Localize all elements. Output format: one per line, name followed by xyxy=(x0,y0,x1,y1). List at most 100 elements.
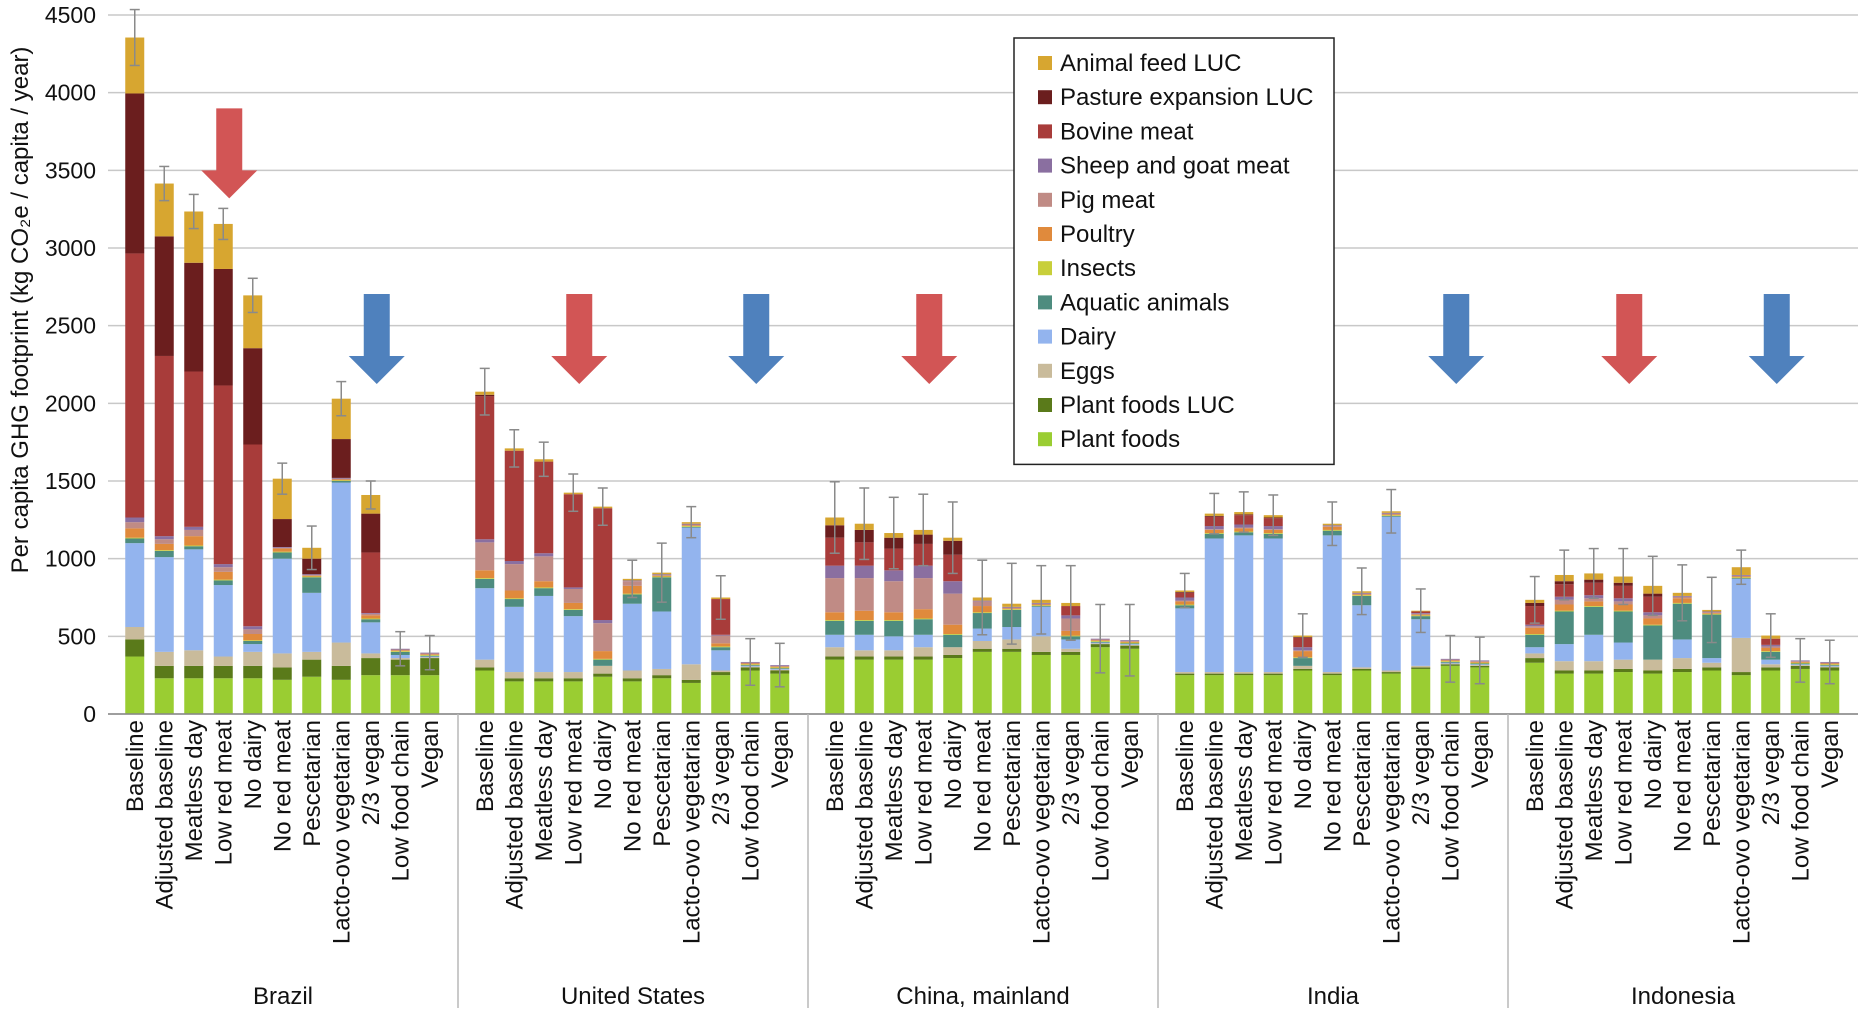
group-label: India xyxy=(1307,983,1360,1010)
bar-segment-plant-foods-luc xyxy=(272,667,292,680)
x-tick-label: No dairy xyxy=(1640,720,1667,809)
x-tick-label: Low food chain xyxy=(1087,720,1114,881)
bar-segment-dairy xyxy=(681,527,701,665)
bar-segment-eggs xyxy=(622,670,642,679)
bar-segment-aquatic-animals xyxy=(1613,611,1633,643)
x-tick-label: Meatless day xyxy=(181,720,208,861)
legend-box xyxy=(1013,37,1335,466)
bar-segment-plant-foods xyxy=(884,659,904,714)
bar-segment-pasture-expansion-luc xyxy=(331,439,351,478)
bar-segment-plant-foods xyxy=(1120,648,1140,714)
bar-segment-plant-foods-luc xyxy=(154,665,174,679)
bar-segment-pig-meat xyxy=(825,578,845,613)
bar-segment-sheep-and-goat-meat xyxy=(563,587,583,589)
bar-segment-plant-foods-luc xyxy=(1352,668,1372,671)
x-tick-label: Meatless day xyxy=(1231,720,1258,861)
bar-segment-bovine-meat xyxy=(534,461,554,554)
bar-segment-aquatic-animals xyxy=(1293,658,1313,666)
bar-segment-sheep-and-goat-meat xyxy=(1525,624,1545,627)
bar-segment-plant-foods-luc xyxy=(1731,672,1751,676)
bar-segment-dairy xyxy=(154,557,174,652)
arrows-layer xyxy=(201,108,1805,384)
bar-segment-eggs xyxy=(475,659,495,668)
bar-segment-insects xyxy=(331,480,351,481)
bar-segment-aquatic-animals xyxy=(331,481,351,483)
x-tick-label: Baseline xyxy=(822,720,849,812)
bar-segment-aquatic-animals xyxy=(563,609,583,617)
legend-label: Bovine meat xyxy=(1060,118,1194,145)
bar-segment-poultry xyxy=(1525,627,1545,635)
bar-segment-plant-foods-luc xyxy=(1381,672,1401,674)
bar-segment-poultry xyxy=(243,634,263,641)
bar-segment-pig-meat xyxy=(943,593,963,625)
x-tick-label: Pescetarian xyxy=(999,720,1026,847)
bar-segment-bovine-meat xyxy=(593,508,613,621)
bar-segment-plant-foods-luc xyxy=(1554,670,1574,674)
bar-segment-dairy xyxy=(272,558,292,654)
bar-segment-plant-foods-luc xyxy=(972,648,992,652)
y-tick-label: 2500 xyxy=(45,313,96,339)
bar-segment-plant-foods-luc xyxy=(681,679,701,683)
x-tick-label: Vegan xyxy=(1117,720,1144,788)
bar-segment-plant-foods xyxy=(1731,675,1751,714)
legend-label: Poultry xyxy=(1060,221,1135,248)
bar-segment-aquatic-animals xyxy=(534,588,554,596)
x-tick-label: No red meat xyxy=(1669,720,1696,852)
bar-segment-dairy xyxy=(622,603,642,671)
bar-segment-dairy xyxy=(1613,642,1633,660)
legend-label: Dairy xyxy=(1060,324,1116,351)
bar-segment-plant-foods xyxy=(1352,670,1372,714)
bar-segment-poultry xyxy=(184,536,204,546)
bar-segment-plant-foods-luc xyxy=(884,656,904,660)
bar-segment-insects xyxy=(563,609,583,610)
bar-segment-eggs xyxy=(154,651,174,666)
bar-segment-pig-meat xyxy=(154,539,174,544)
bar-segment-aquatic-animals xyxy=(1672,603,1692,640)
bar-segment-aquatic-animals xyxy=(1584,606,1604,635)
bar-segment-bovine-meat xyxy=(154,355,174,537)
bar-segment-dairy xyxy=(1061,639,1081,649)
bar-segment-animal-feed-luc xyxy=(331,398,351,440)
bar-segment-eggs xyxy=(213,656,233,666)
bar-segment-eggs xyxy=(1234,672,1254,674)
bar-segment-dairy xyxy=(1672,639,1692,659)
bar-segment-eggs xyxy=(1411,665,1431,668)
bar-segment-poultry xyxy=(331,479,351,481)
legend-label: Eggs xyxy=(1060,358,1115,385)
bar-segment-bovine-meat xyxy=(361,552,381,614)
bar-segment-eggs xyxy=(1263,672,1283,674)
bar-segment-eggs xyxy=(681,664,701,680)
bar-segment-pasture-expansion-luc xyxy=(184,262,204,372)
legend-swatch xyxy=(1038,227,1052,241)
bar-segment-pig-meat xyxy=(302,574,322,576)
bar-segment-aquatic-animals xyxy=(184,546,204,550)
bar-segment-plant-foods xyxy=(652,678,672,714)
bar-segment-plant-foods-luc xyxy=(593,673,613,677)
bar-segment-plant-foods-luc xyxy=(331,665,351,680)
bar-segment-aquatic-animals xyxy=(504,599,524,607)
legend-swatch xyxy=(1038,329,1052,344)
bar-segment-aquatic-animals xyxy=(825,620,845,635)
bar-segment-plant-foods xyxy=(1234,675,1254,714)
bar-segment-plant-foods xyxy=(563,681,583,714)
bar-segment-plant-foods xyxy=(1204,675,1224,714)
bar-segment-bovine-meat xyxy=(243,444,263,627)
legend-swatch xyxy=(1038,124,1052,139)
bar-segment-plant-foods-luc xyxy=(1263,673,1283,676)
x-tick-label: Low red meat xyxy=(210,720,237,866)
bar-segment-dairy xyxy=(1554,644,1574,662)
bar-segment-sheep-and-goat-meat xyxy=(302,574,322,575)
bar-segment-pig-meat xyxy=(1554,599,1574,605)
bar-segment-plant-foods xyxy=(1061,654,1081,714)
bar-segment-plant-foods xyxy=(913,659,933,714)
bar-segment-eggs xyxy=(1525,653,1545,659)
x-tick-label: Meatless day xyxy=(531,720,558,861)
bar-segment-insects xyxy=(154,550,174,551)
bar-segment-poultry xyxy=(361,615,381,619)
bar-segment-poultry xyxy=(125,528,145,538)
bar-segment-aquatic-animals xyxy=(913,619,933,635)
bar-segment-insects xyxy=(913,618,933,620)
bar-segment-insects xyxy=(854,620,874,621)
bar-segment-insects xyxy=(1643,624,1663,626)
bar-segment-insects xyxy=(125,537,145,539)
